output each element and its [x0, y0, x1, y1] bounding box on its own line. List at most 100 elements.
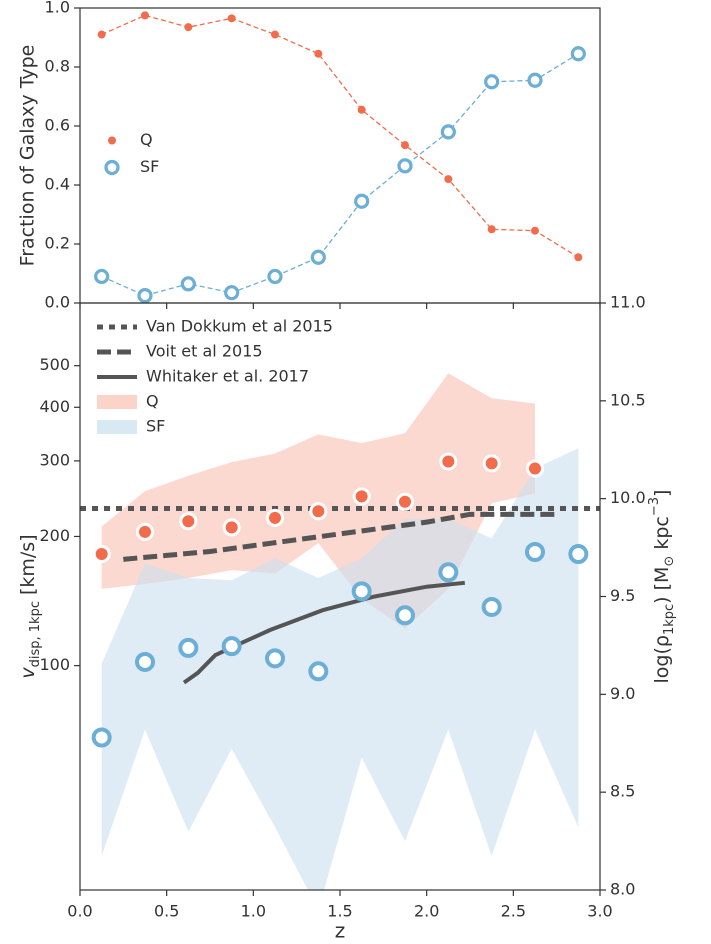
x-tick-label: 0.5	[154, 902, 179, 921]
q-marker	[352, 487, 371, 506]
sf-marker	[351, 581, 372, 602]
sf-marker	[395, 605, 415, 626]
sf-marker	[104, 159, 120, 176]
sf-marker	[310, 249, 326, 265]
q-marker	[526, 459, 544, 478]
y2-label-sup: −3	[647, 497, 662, 516]
legend-label: Q	[146, 392, 159, 411]
q-marker	[184, 23, 193, 32]
q-marker	[482, 454, 501, 473]
y-tick-label: 0.2	[45, 234, 70, 253]
q-marker	[574, 253, 583, 262]
y2-label-end: ]	[651, 490, 673, 497]
series-line	[101, 14, 579, 258]
y-tick-label: 1.0	[45, 0, 70, 17]
q-marker	[222, 518, 241, 537]
band	[101, 448, 579, 890]
y2-tick-label: 10.0	[610, 488, 646, 507]
q-marker	[444, 175, 453, 184]
sf-marker	[440, 124, 456, 140]
x-tick-label: 2.0	[414, 902, 439, 921]
q-marker	[396, 492, 414, 511]
sf-marker	[570, 46, 586, 62]
legend-label: SF	[140, 157, 159, 176]
x-tick-label: 2.5	[501, 902, 526, 921]
y2-label-post: ) [M	[651, 567, 673, 604]
y2-label-sun: ⊙	[662, 556, 677, 567]
q-marker	[108, 136, 116, 145]
sf-marker	[178, 637, 199, 658]
y2-tick-label: 9.0	[610, 684, 635, 703]
x-tick-label: 1.5	[327, 902, 352, 921]
y-label-sub: disp, 1kpc	[28, 601, 43, 667]
sf-marker	[267, 268, 283, 285]
y2-tick-label: 8.0	[610, 880, 635, 899]
y2-tick-label: 11.0	[610, 293, 646, 312]
sf-marker	[94, 268, 110, 285]
x-tick-label: 3.0	[587, 902, 612, 921]
y-axis-label: vdisp, 1kpc [km/s]	[17, 534, 44, 678]
y-tick-label: 0.8	[45, 57, 70, 76]
y-label-unit: [km/s]	[17, 534, 39, 595]
sf-marker	[308, 661, 329, 682]
y-tick-label: 400	[39, 397, 70, 416]
y-tick-label: 500	[39, 355, 70, 374]
sf-marker	[91, 727, 112, 748]
sf-marker	[481, 596, 502, 617]
y-tick-label: 300	[39, 450, 70, 469]
y2-label-sub: 1kpc	[662, 604, 677, 635]
q-marker	[531, 226, 539, 235]
sf-marker	[221, 636, 242, 657]
sf-marker	[568, 544, 589, 565]
y-tick-label: 0.0	[45, 293, 70, 312]
plot-area	[80, 373, 600, 890]
sf-marker	[527, 72, 543, 88]
reference-line	[123, 511, 557, 562]
sf-marker	[224, 285, 240, 301]
sf-marker	[525, 541, 545, 562]
sf-marker	[265, 648, 285, 669]
sf-marker	[484, 74, 500, 90]
y-tick-label: 200	[39, 526, 70, 545]
y-tick-label: 0.4	[45, 175, 70, 194]
sf-marker	[180, 276, 196, 292]
legend-label: Whitaker et al. 2017	[146, 367, 309, 386]
plot-frame	[79, 302, 601, 891]
y2-tick-label: 8.5	[610, 782, 635, 801]
legend-label: SF	[146, 417, 165, 436]
y-tick-label: 0.6	[45, 116, 70, 135]
q-marker	[97, 30, 106, 39]
reference-line	[182, 580, 466, 685]
q-marker	[309, 502, 328, 521]
y2-label-mid: kpc	[651, 516, 673, 556]
q-marker	[487, 225, 496, 234]
sf-marker	[438, 562, 459, 583]
q-marker	[141, 11, 149, 20]
y-tick-label: 100	[39, 655, 70, 674]
q-marker	[227, 14, 236, 23]
y-axis-label: Fraction of Galaxy Type	[17, 45, 39, 267]
q-marker	[179, 512, 198, 531]
sf-marker	[135, 651, 155, 672]
x-tick-label: 1.0	[241, 902, 266, 921]
y2-label-pre: log(ρ	[651, 635, 673, 683]
plot-frame	[79, 7, 601, 304]
q-marker	[92, 545, 111, 564]
q-marker	[266, 508, 284, 527]
x-tick-label: 0.0	[67, 902, 92, 921]
q-marker	[357, 105, 366, 114]
sf-marker	[397, 158, 413, 174]
sf-marker	[354, 193, 370, 209]
legend-patch	[97, 395, 137, 409]
q-marker	[439, 452, 458, 471]
y2-tick-label: 9.5	[610, 586, 635, 605]
y2-tick-label: 10.5	[610, 390, 646, 409]
legend-label: Van Dokkum et al 2015	[146, 317, 333, 336]
y-label-main: v	[17, 667, 39, 679]
q-marker	[136, 522, 154, 541]
legend-label: Q	[140, 130, 153, 149]
series-line	[101, 53, 579, 297]
q-marker	[271, 30, 279, 39]
q-marker	[314, 49, 323, 58]
